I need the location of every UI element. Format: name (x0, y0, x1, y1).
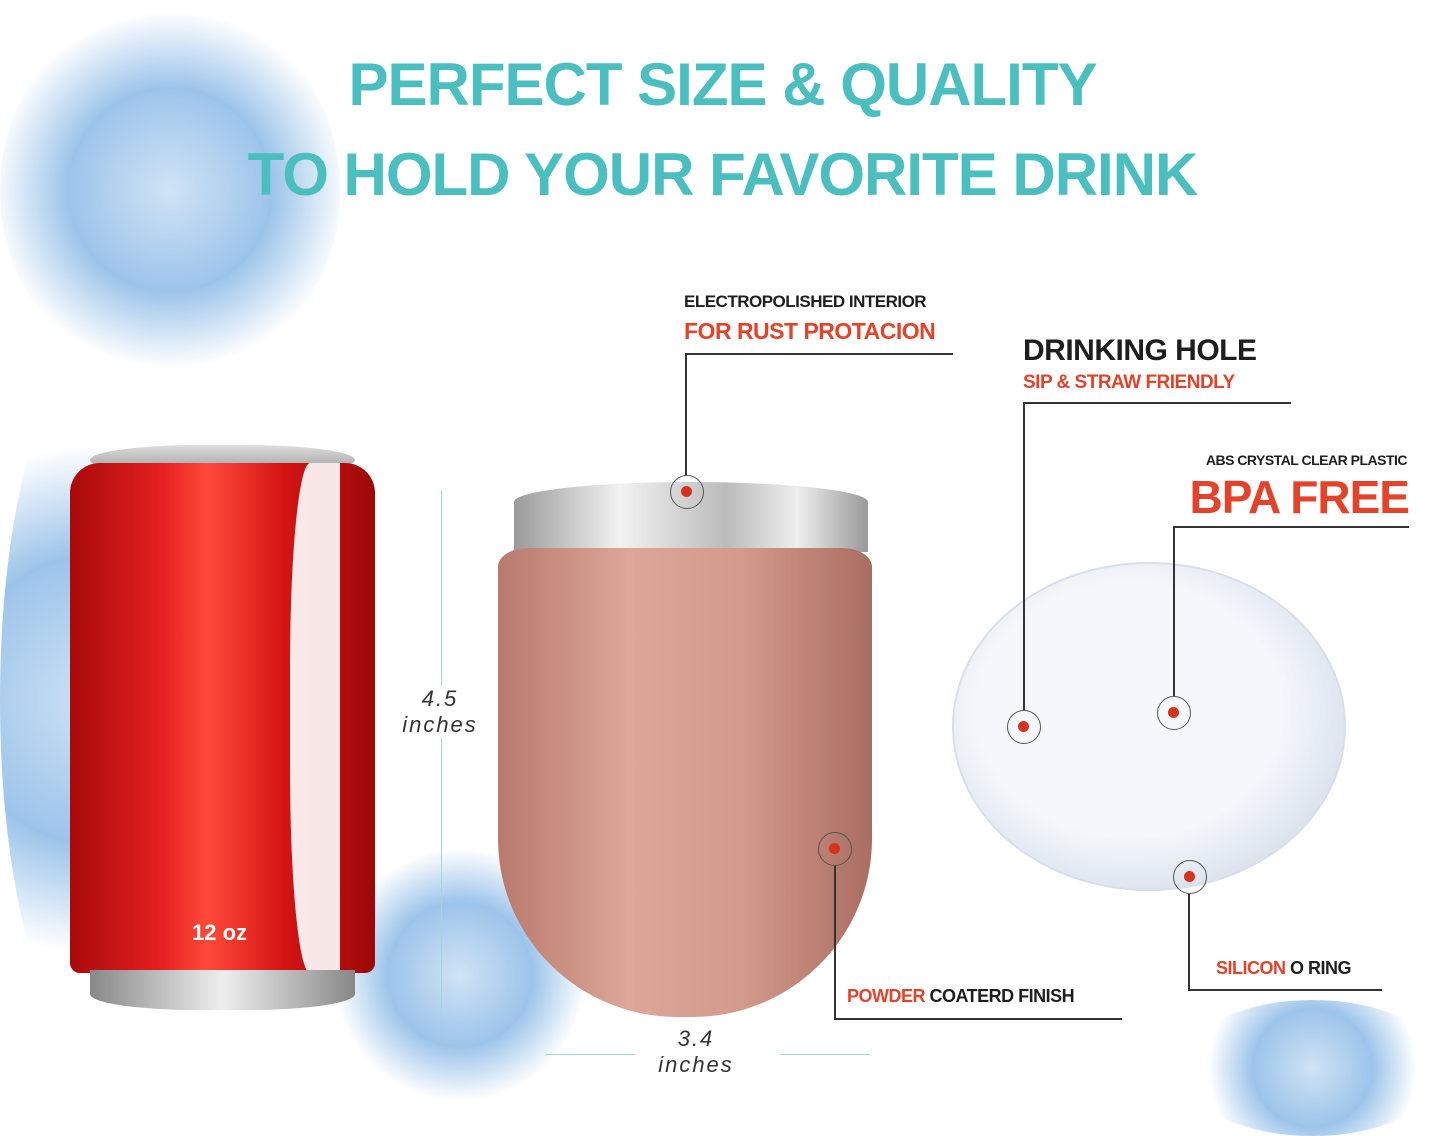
callout-leader-line (1188, 894, 1190, 990)
headline-line2-text: TO HOLD YOUR FAVORITE DRINK (247, 141, 1199, 208)
can-white-stripe (290, 463, 340, 973)
wine-tumbler (498, 482, 872, 1017)
width-dimension-line (545, 1054, 635, 1055)
callout-marker (1007, 710, 1041, 744)
height-dimension-label: 4.5 inches (390, 686, 490, 738)
callout-marker (670, 475, 704, 509)
callout-leader-line (1023, 402, 1025, 710)
callout-marker (1173, 860, 1207, 894)
ring-callout: SILICON O RING (1216, 958, 1352, 979)
width-dimension-line (780, 1054, 870, 1055)
ring-callout-text: O RING (1285, 958, 1352, 978)
hole-callout-subtitle: SIP & STRAW FRIENDLY (1023, 372, 1235, 393)
interior-callout-title: ELECTROPOLISHED INTERIOR (684, 292, 927, 311)
callout-leader-line (685, 353, 953, 355)
headline-line1-text: PERFECT SIZE & QUALITY (348, 51, 1097, 118)
callout-leader-line (1023, 402, 1291, 404)
finish-callout-text: COATERD FINISH (925, 986, 1075, 1006)
headline-line2: TO HOLD YOUR FAVORITE DRINK (0, 140, 1445, 209)
can-bottom-rim (90, 970, 355, 1010)
width-unit: inches (658, 1052, 734, 1077)
width-value: 3.4 (677, 1026, 715, 1051)
height-value: 4.5 (421, 686, 459, 711)
callout-leader-line (685, 353, 687, 475)
water-splash (0, 0, 340, 380)
interior-callout-subtitle: FOR RUST PROTACION (684, 318, 936, 344)
width-dimension-label: 3.4 inches (646, 1026, 746, 1078)
headline-line1: PERFECT SIZE & QUALITY (0, 50, 1445, 119)
clear-lid (952, 562, 1346, 891)
callout-leader-line (834, 1018, 1122, 1020)
ring-callout-accent: SILICON (1216, 958, 1286, 978)
hole-callout-title: DRINKING HOLE (1023, 334, 1257, 367)
water-splash (1180, 1000, 1445, 1136)
callout-marker (1157, 696, 1191, 730)
callout-leader-line (1173, 526, 1175, 696)
soda-can: 12 oz (70, 445, 375, 1010)
bpa-callout-subtitle: BPA FREE (1189, 471, 1410, 523)
finish-callout: POWDER COATERD FINISH (847, 986, 1075, 1007)
callout-leader-line (1188, 989, 1382, 991)
callout-leader-line (834, 866, 836, 1019)
tumbler-body (498, 548, 872, 1017)
can-volume-label: 12 oz (192, 920, 248, 945)
height-unit: inches (402, 712, 478, 737)
callout-leader-line (1173, 526, 1409, 528)
bpa-callout-title: ABS CRYSTAL CLEAR PLASTIC (1205, 452, 1408, 468)
finish-callout-accent: POWDER (847, 986, 926, 1006)
height-dimension-line (441, 490, 442, 1015)
callout-marker (818, 832, 852, 866)
